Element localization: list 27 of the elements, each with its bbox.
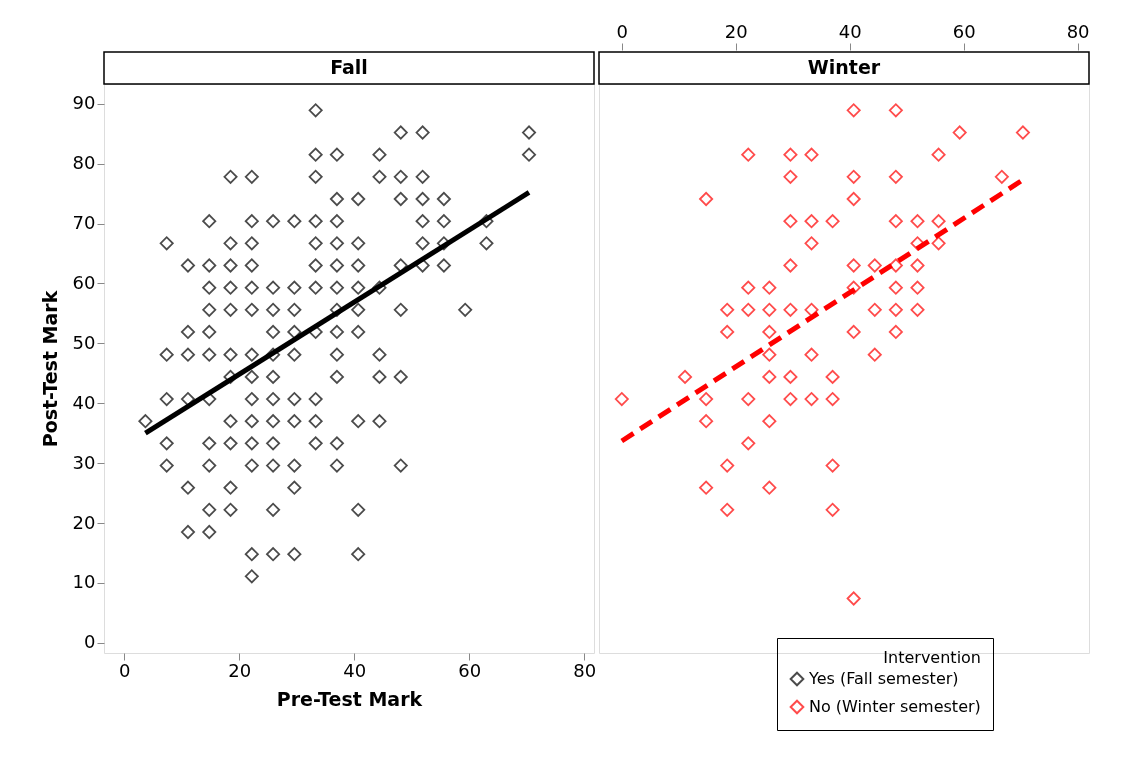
y-tick-label: 60 [72,271,96,293]
chart-title: Winter [807,56,881,78]
y-tick-label: 30 [72,451,96,473]
y-tick-label: 70 [72,212,96,234]
y-tick-label: 80 [72,152,96,174]
y-axis-title: Post-Test Mark [38,290,61,448]
legend-label: No (Winter semester) [809,697,981,716]
x-tick-label: 80 [573,659,597,681]
legend-title: Intervention [883,648,981,667]
x-tick-label: 0 [118,659,131,681]
x-tick-label: 60 [458,659,482,681]
legend-label: Yes (Fall semester) [808,669,959,688]
x-tick-label: 40 [343,659,367,681]
x-axis-title: Pre-Test Mark [276,687,423,710]
chart-title: Fall [330,56,368,78]
y-tick-label: 90 [72,92,96,114]
x-tick-label: 60 [952,20,976,42]
y-tick-label: 0 [84,631,96,653]
y-tick-label: 50 [72,331,96,353]
x-tick-label: 20 [724,20,748,42]
x-tick-label: 0 [616,20,629,42]
y-tick-label: 40 [72,391,96,413]
x-tick-label: 80 [1066,20,1090,42]
x-tick-label: 20 [228,659,252,681]
y-tick-label: 20 [72,511,96,533]
y-tick-label: 10 [72,571,96,593]
x-tick-label: 40 [838,20,862,42]
